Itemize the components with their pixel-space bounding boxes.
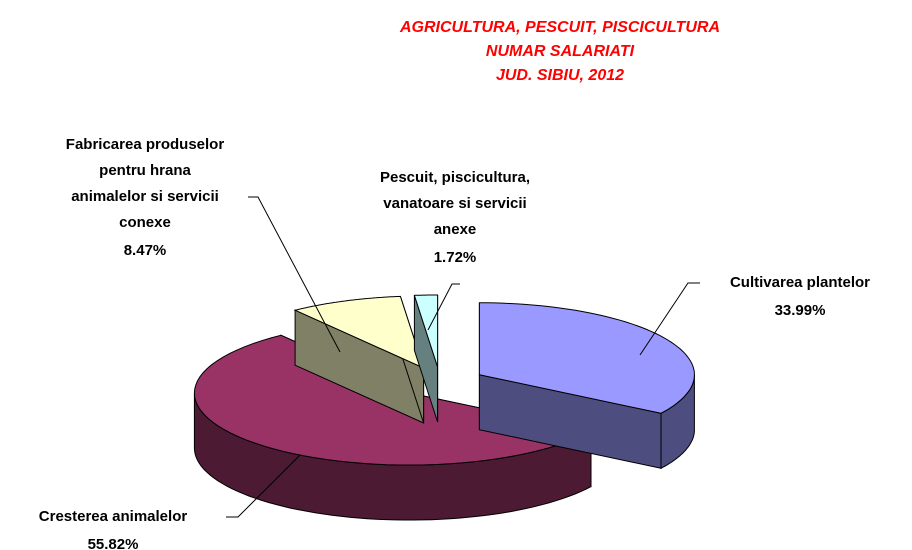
leader-line xyxy=(427,283,460,331)
slice-value-label: 55.82% xyxy=(88,536,139,550)
slice xyxy=(413,294,439,423)
slice-label: Cultivarea plantelor xyxy=(730,274,870,291)
slice xyxy=(293,295,425,424)
slice xyxy=(478,302,695,470)
slice-top xyxy=(413,294,439,368)
slice-label: Cresterea animalelor xyxy=(39,508,188,525)
chart-title: NUMAR SALARIATI xyxy=(486,43,635,60)
slice-label: Fabricarea produselor pentru hrana animale… xyxy=(66,136,225,231)
slice-value-label: 1.72% xyxy=(434,249,477,266)
slice-top xyxy=(478,302,695,414)
chart-title: AGRICULTURA, PESCUIT, PISCICULTURA xyxy=(399,19,720,36)
slice-label: Pescuit, piscicultura, vanatoare si servi… xyxy=(380,169,530,238)
slice-value-label: 33.99% xyxy=(775,302,826,319)
leader-line xyxy=(639,282,700,356)
chart-title: JUD. SIBIU, 2012 xyxy=(496,67,624,84)
leader-line xyxy=(226,454,301,518)
slice-value-label: 8.47% xyxy=(124,242,167,259)
slice-top xyxy=(293,295,425,369)
leader-line xyxy=(248,196,341,353)
